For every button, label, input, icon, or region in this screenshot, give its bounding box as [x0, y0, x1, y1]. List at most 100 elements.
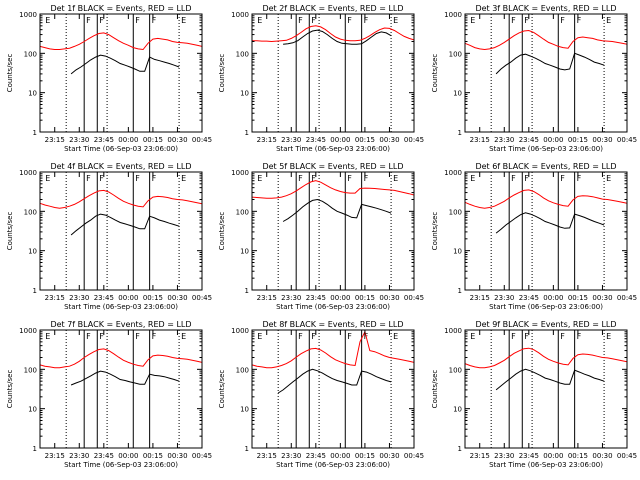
y-axis-label: Counts/sec	[6, 54, 14, 93]
x-tick-label: 00:45	[404, 136, 424, 144]
chart-title: Det 8f BLACK = Events, RED = LLD	[262, 320, 403, 329]
region-label: F	[560, 332, 565, 341]
x-tick-label: 00:15	[568, 136, 588, 144]
series-lld	[251, 180, 415, 199]
x-tick-label: 23:30	[281, 294, 301, 302]
y-tick-label: 10	[453, 90, 462, 98]
chart-title: Det 2f BLACK = Events, RED = LLD	[262, 4, 403, 13]
x-tick-label: 00:00	[118, 452, 138, 460]
region-label: F	[311, 16, 316, 25]
region-label: E	[257, 174, 262, 183]
x-tick-label: 23:30	[281, 136, 301, 144]
y-axis-label: Counts/sec	[431, 54, 439, 93]
region-label: F	[311, 174, 316, 183]
y-tick-label: 1000	[231, 11, 249, 19]
x-axis-label: Start Time (06-Sep-03 23:06:00)	[64, 145, 178, 153]
y-tick-label: 1	[33, 445, 37, 453]
y-tick-label: 1	[458, 287, 462, 295]
y-tick-label: 100	[24, 50, 37, 58]
region-label: F	[560, 174, 565, 183]
region-label: F	[298, 332, 303, 341]
y-tick-label: 10	[453, 248, 462, 256]
x-tick-label: 00:45	[192, 294, 212, 302]
x-tick-label: 23:45	[306, 136, 326, 144]
region-label: F	[135, 332, 140, 341]
y-tick-label: 1000	[19, 11, 37, 19]
x-tick-label: 23:15	[257, 452, 277, 460]
chart-title: Det 3f BLACK = Events, RED = LLD	[475, 4, 616, 13]
y-tick-label: 1	[33, 287, 37, 295]
region-label: F	[135, 174, 140, 183]
x-tick-label: 00:45	[617, 136, 637, 144]
region-label: F	[99, 332, 104, 341]
region-label: E	[257, 16, 262, 25]
region-label: F	[86, 174, 91, 183]
y-axis-label: Counts/sec	[218, 54, 226, 93]
y-tick-label: 100	[236, 50, 249, 58]
x-tick-label: 00:00	[118, 136, 138, 144]
x-tick-label: 23:45	[519, 452, 539, 460]
region-label: F	[347, 16, 352, 25]
region-label: E	[257, 332, 262, 341]
y-tick-label: 1	[245, 129, 249, 137]
x-tick-label: 23:30	[494, 136, 514, 144]
series-events	[277, 368, 392, 394]
region-label: E	[45, 16, 50, 25]
y-tick-label: 1	[245, 287, 249, 295]
series-events	[495, 52, 605, 75]
x-tick-label: 23:15	[470, 136, 490, 144]
x-tick-label: 00:00	[330, 452, 350, 460]
x-tick-label: 00:30	[592, 452, 612, 460]
region-label: F	[99, 174, 104, 183]
region-label: E	[181, 16, 186, 25]
x-tick-label: 00:30	[167, 136, 187, 144]
region-label: E	[393, 332, 398, 341]
region-label: E	[181, 174, 186, 183]
chart-title: Det 5f BLACK = Events, RED = LLD	[262, 162, 403, 171]
x-axis-label: Start Time (06-Sep-03 23:06:00)	[489, 461, 603, 469]
x-tick-label: 23:15	[257, 136, 277, 144]
x-tick-label: 23:30	[69, 136, 89, 144]
y-tick-label: 100	[449, 366, 462, 374]
x-tick-label: 00:30	[592, 294, 612, 302]
y-tick-label: 100	[24, 208, 37, 216]
region-label: F	[511, 174, 516, 183]
region-label: F	[577, 16, 582, 25]
plot-frame	[464, 329, 628, 449]
chart-title: Det 7f BLACK = Events, RED = LLD	[50, 320, 191, 329]
x-tick-label: 00:15	[568, 452, 588, 460]
x-tick-label: 23:45	[94, 294, 114, 302]
chart-title: Det 9f BLACK = Events, RED = LLD	[475, 320, 616, 329]
plot-frame	[39, 13, 203, 133]
x-tick-label: 00:15	[143, 294, 163, 302]
y-tick-label: 1000	[19, 169, 37, 177]
region-label: F	[364, 174, 369, 183]
y-tick-label: 10	[28, 90, 37, 98]
series-lld	[252, 25, 415, 43]
region-label: F	[577, 174, 582, 183]
y-tick-label: 100	[24, 366, 37, 374]
x-tick-label: 00:15	[568, 294, 588, 302]
region-label: F	[86, 16, 91, 25]
chart-title: Det 1f BLACK = Events, RED = LLD	[50, 4, 191, 13]
x-axis-label: Start Time (06-Sep-03 23:06:00)	[276, 303, 390, 311]
y-tick-label: 100	[449, 50, 462, 58]
region-label: F	[298, 16, 303, 25]
x-tick-label: 23:45	[94, 452, 114, 460]
region-label: F	[86, 332, 91, 341]
region-label: E	[470, 174, 475, 183]
plot-frame	[464, 13, 628, 133]
x-tick-label: 23:15	[45, 452, 65, 460]
y-axis-label: Counts/sec	[6, 370, 14, 409]
region-label: E	[606, 174, 611, 183]
x-tick-label: 23:30	[69, 294, 89, 302]
region-label: F	[152, 16, 157, 25]
